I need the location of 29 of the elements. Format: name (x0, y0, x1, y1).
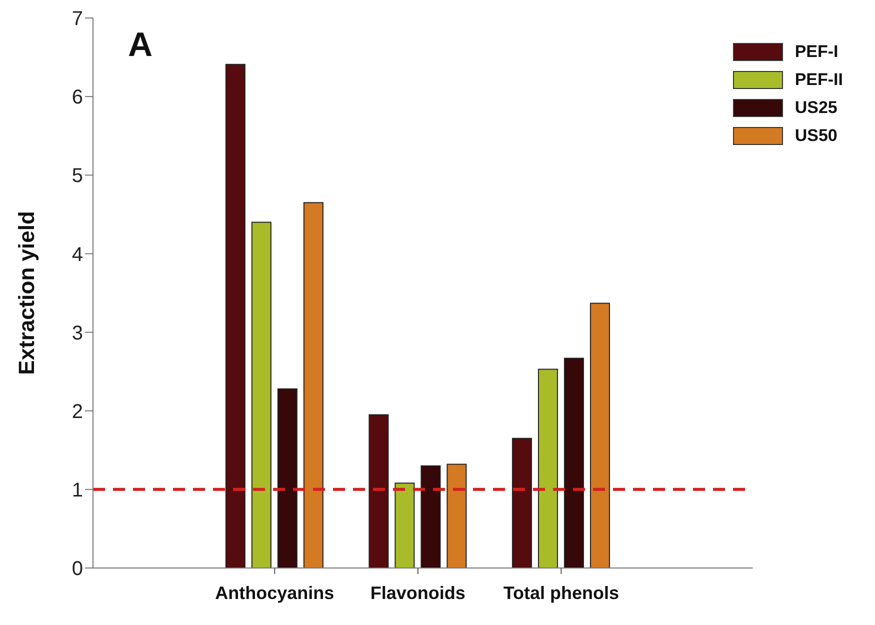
y-tick-label: 7 (72, 8, 83, 30)
bar (277, 388, 298, 568)
bar (368, 414, 389, 568)
bar (564, 358, 584, 568)
bar (420, 465, 441, 568)
y-tick-label: 5 (72, 165, 83, 188)
bar (538, 368, 558, 568)
bar (590, 302, 610, 568)
bar (251, 222, 272, 568)
annotation: A (128, 26, 153, 65)
y-tick-label: 4 (72, 244, 83, 266)
y-tick-label: 3 (72, 322, 83, 344)
y-tick-label: 2 (72, 400, 83, 423)
x-tick-label: Total phenols (503, 582, 620, 603)
x-tick-label: Anthocyanins (215, 582, 334, 603)
bar (394, 482, 415, 568)
y-tick-label: 0 (72, 558, 83, 580)
bar (303, 202, 324, 568)
y-tick-label: 6 (72, 86, 83, 109)
legend-label: PEF-I (794, 42, 838, 62)
bar (446, 464, 467, 568)
legend-label: US50 (794, 126, 838, 146)
y-axis-title: Extraction yield (14, 211, 39, 375)
legend-label: US25 (794, 98, 838, 118)
bar (225, 64, 246, 568)
legend-label: PEF-II (794, 70, 843, 90)
y-tick-label: 1 (72, 480, 83, 502)
x-tick-label: Flavonoids (370, 582, 466, 603)
bar (512, 438, 532, 568)
